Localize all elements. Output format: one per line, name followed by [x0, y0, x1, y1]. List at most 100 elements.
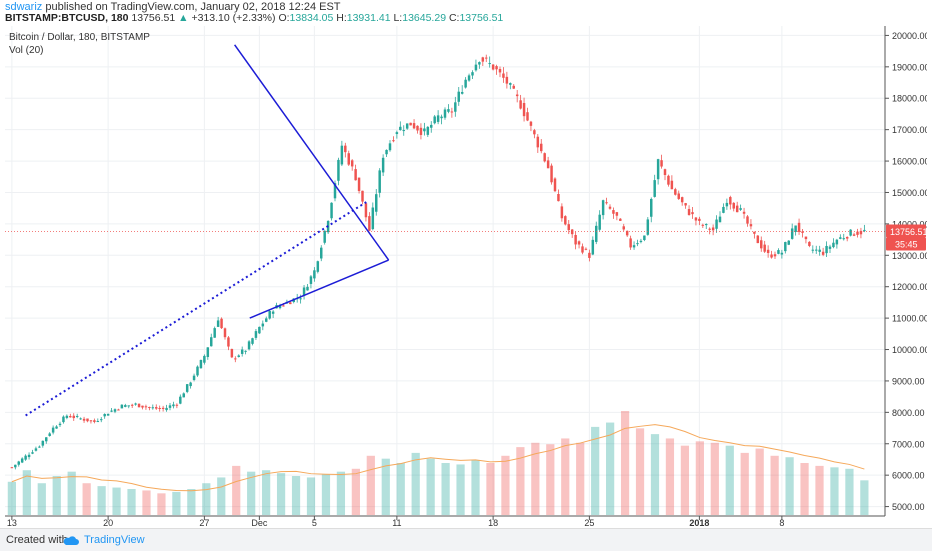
candle-body — [790, 228, 794, 239]
candle-body — [330, 202, 333, 219]
candle-body — [155, 407, 158, 409]
candle-body — [794, 225, 797, 232]
volume-bar — [52, 476, 61, 515]
x-tick-label: 18 — [488, 518, 498, 528]
candle-body — [175, 404, 179, 406]
candle-body — [749, 224, 753, 227]
candle-body — [75, 415, 79, 417]
candle-body — [158, 408, 161, 410]
candle-body — [17, 461, 20, 465]
candle-body — [811, 249, 815, 251]
volume-bar — [680, 445, 690, 515]
candle-body — [845, 236, 849, 239]
candle-body — [320, 247, 323, 259]
price-chart[interactable]: Bitcoin / Dollar, 180, BITSTAMP Vol (20)… — [5, 26, 927, 528]
trendlines[interactable] — [25, 44, 390, 417]
candle-body — [825, 245, 828, 254]
candle-body — [213, 328, 216, 338]
candle-body — [540, 143, 543, 152]
candle-body — [485, 57, 488, 59]
y-tick-label: 5000.00 — [892, 502, 925, 512]
candle-body — [677, 193, 680, 199]
candle-body — [457, 91, 460, 102]
candle-body — [100, 419, 103, 421]
volume-bar — [561, 438, 570, 515]
close-value: 13756.51 — [459, 12, 504, 24]
candle-body — [839, 237, 842, 239]
tradingview-brand-link[interactable]: TradingView — [84, 534, 145, 546]
candle-body — [185, 384, 189, 392]
y-tick-label: 9000.00 — [892, 376, 925, 386]
candle-body — [388, 143, 392, 151]
candle-body — [821, 251, 825, 255]
volume-bar — [411, 452, 420, 515]
volume-bar — [516, 447, 525, 515]
candle-body — [584, 248, 588, 250]
candle-body — [182, 393, 185, 398]
time-axis[interactable]: 13 20 27 Dec 5 11 18 25 2018 8 — [7, 516, 785, 528]
high-label: H: — [336, 12, 347, 24]
y-tick-label: 20000.00 — [892, 31, 927, 41]
volume-bar — [37, 483, 46, 515]
candle-body — [141, 405, 144, 408]
y-tick-label: 15000.00 — [892, 188, 927, 198]
candle-body — [588, 252, 591, 258]
candle-body — [31, 452, 34, 454]
volume-bar — [157, 493, 166, 515]
candle-body — [347, 153, 350, 165]
volume-bars — [7, 411, 869, 515]
candle-body — [522, 103, 526, 117]
candle-body — [863, 229, 866, 231]
volume-bar — [650, 434, 660, 515]
candle-body — [82, 418, 86, 421]
candle-body — [636, 243, 639, 245]
candle-body — [656, 159, 660, 180]
volume-bar — [620, 411, 630, 515]
candle-body — [381, 157, 385, 173]
candle-body — [577, 241, 581, 245]
candle-body — [299, 298, 302, 300]
candle-body — [45, 437, 48, 442]
y-tick-label: 12000.00 — [892, 282, 927, 292]
candle-body — [234, 358, 237, 360]
candle-body — [72, 415, 75, 419]
candle-body — [27, 454, 31, 458]
candle-body — [495, 66, 498, 70]
candle-body — [385, 149, 388, 155]
candle-body — [735, 205, 739, 213]
author-link[interactable]: sdwariz — [5, 1, 43, 13]
candle-body — [687, 209, 691, 216]
candle-body — [230, 348, 234, 358]
candle-body — [502, 73, 505, 78]
volume-bar — [800, 463, 809, 515]
candle-body — [93, 420, 96, 422]
candle-body — [828, 246, 832, 249]
candle-body — [168, 405, 172, 408]
candle-body — [454, 102, 457, 112]
symbol-line: BITSTAMP:BTCUSD, 180 13756.51 ▲ +313.10 … — [5, 12, 503, 24]
candle-body — [512, 85, 515, 89]
candle-body — [653, 180, 656, 197]
volume-bar — [486, 463, 495, 515]
candle-body — [608, 206, 612, 209]
candle-body — [227, 337, 230, 347]
candle-body — [216, 320, 220, 327]
candle-body — [667, 175, 670, 185]
candle-body — [69, 416, 72, 418]
candle-body — [134, 403, 137, 405]
candle-body — [595, 225, 598, 242]
candle-body — [856, 231, 859, 235]
candle-body — [20, 458, 24, 463]
x-tick-label: 13 — [7, 518, 17, 528]
candle-body — [491, 64, 495, 70]
candle-body — [639, 240, 643, 243]
candle-body — [223, 328, 227, 338]
footer: Created with TradingView — [0, 528, 932, 551]
price-axis[interactable]: 5000.00 6000.00 7000.00 8000.00 9000.00 10000… — [885, 31, 927, 512]
candle-body — [598, 214, 601, 230]
candle-body — [151, 407, 155, 409]
volume-bar — [306, 477, 316, 515]
candle-body — [680, 197, 684, 203]
volume-bar — [845, 468, 854, 515]
y-tick-label: 10000.00 — [892, 345, 927, 355]
